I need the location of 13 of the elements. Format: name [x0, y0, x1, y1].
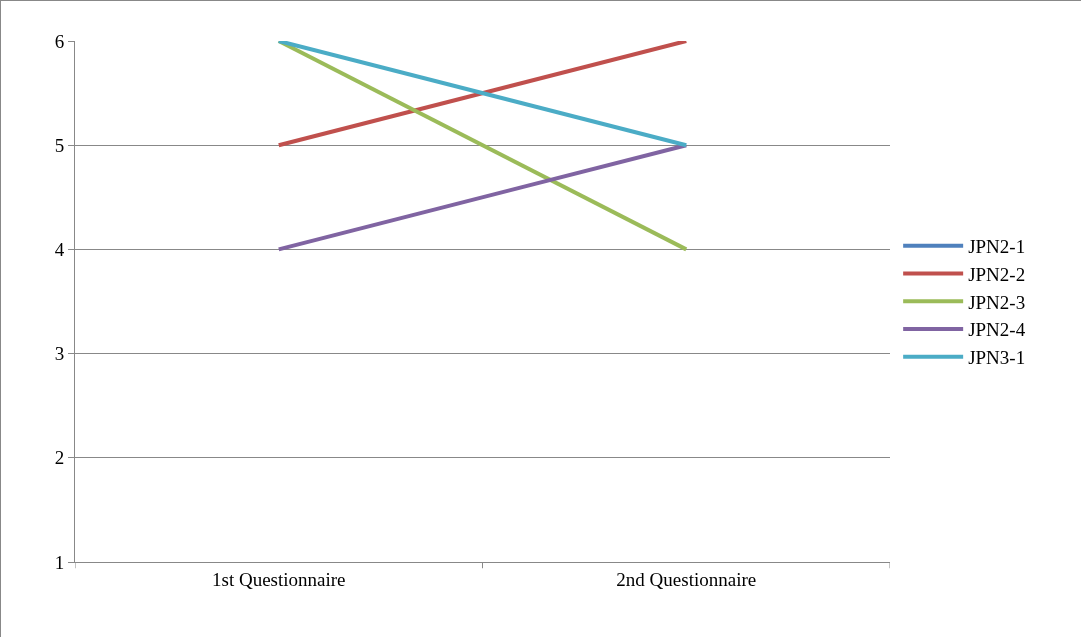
legend-label: JPN3-1: [968, 347, 1026, 369]
legend-label: JPN2-3: [968, 291, 1026, 313]
y-tick-label: 4: [54, 239, 65, 261]
y-tick-label: 1: [54, 551, 65, 573]
x-tick-label: 1st Questionnaire: [211, 568, 346, 590]
y-tick-label: 6: [54, 30, 65, 52]
y-tick-label: 5: [54, 134, 65, 156]
y-tick-label: 3: [54, 343, 65, 365]
legend-label: JPN2-2: [968, 263, 1026, 285]
legend-label: JPN2-4: [968, 319, 1026, 341]
y-tick-label: 2: [54, 447, 65, 469]
legend-label: JPN2-1: [968, 236, 1026, 258]
x-tick-label: 2nd Questionnaire: [616, 568, 757, 590]
